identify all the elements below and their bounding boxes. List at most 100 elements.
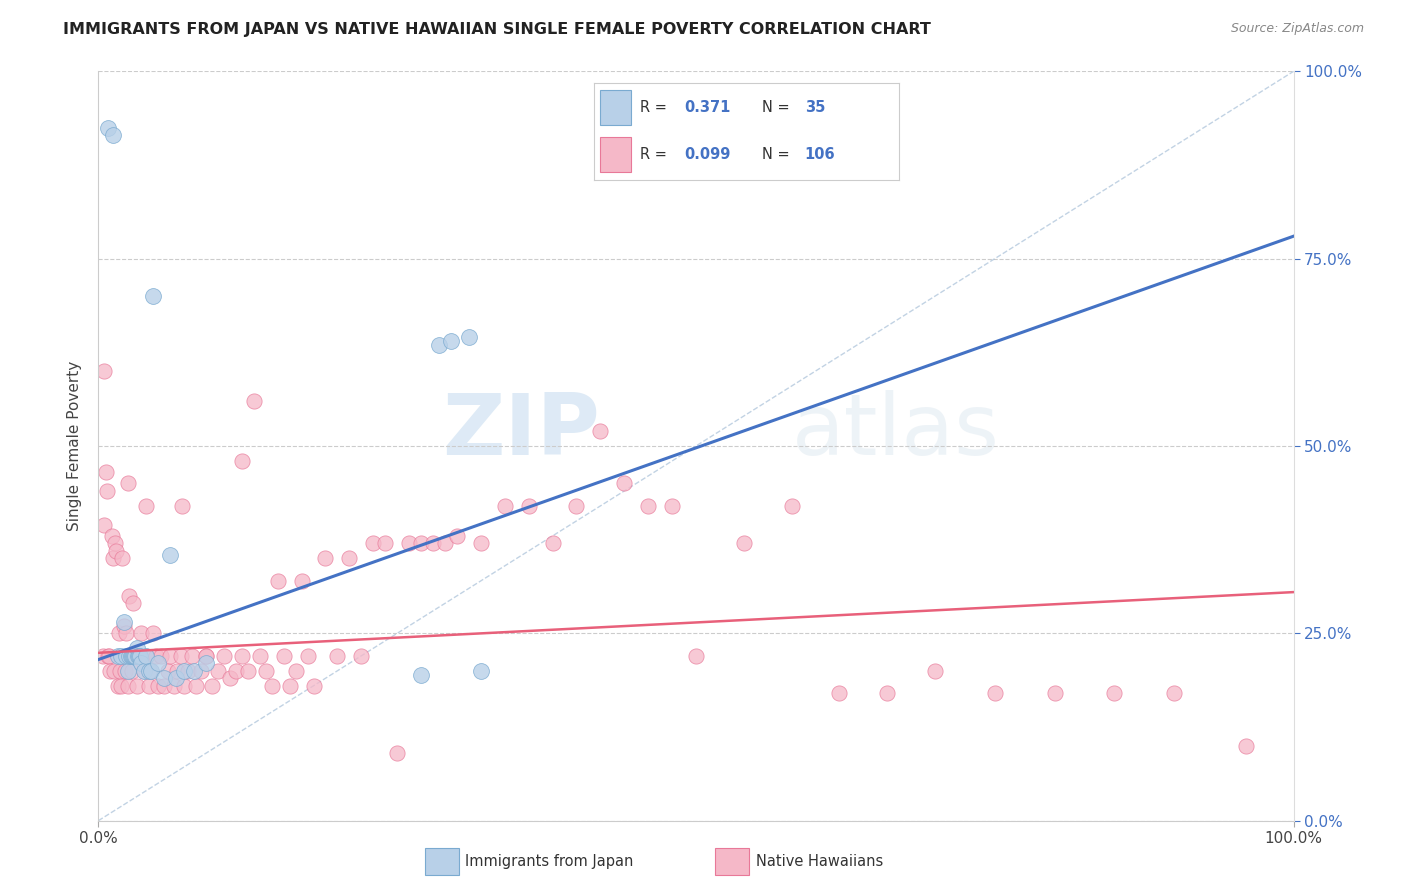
Point <box>1163 686 1185 700</box>
Point <box>145 648 167 663</box>
Point <box>111 551 134 566</box>
FancyBboxPatch shape <box>716 848 749 875</box>
Point <box>984 686 1007 700</box>
Point <box>110 648 132 663</box>
Point <box>107 679 129 693</box>
Point <box>120 648 142 663</box>
Point <box>135 648 157 663</box>
Point <box>121 664 143 678</box>
Point <box>411 667 433 681</box>
Point <box>291 574 314 588</box>
Point <box>103 664 125 678</box>
Point <box>124 648 146 663</box>
Point <box>180 648 202 663</box>
Point <box>212 648 235 663</box>
Point <box>122 596 145 610</box>
Point <box>129 648 152 663</box>
Point <box>231 454 253 468</box>
Point <box>156 664 179 678</box>
Point <box>195 657 218 671</box>
Point <box>132 664 155 678</box>
Point <box>139 664 162 678</box>
Point <box>458 330 481 344</box>
Point <box>876 686 898 700</box>
Point <box>201 679 224 693</box>
Point <box>148 657 170 671</box>
Point <box>165 671 187 685</box>
Point <box>128 648 150 663</box>
Point <box>117 664 139 678</box>
Point <box>446 529 468 543</box>
Point <box>411 536 433 550</box>
Point <box>166 664 188 678</box>
Point <box>101 128 124 142</box>
Point <box>108 664 131 678</box>
Point <box>100 529 122 543</box>
Point <box>183 664 205 678</box>
Point <box>118 648 141 663</box>
Point <box>195 648 218 663</box>
Point <box>924 664 946 678</box>
Point <box>315 551 337 566</box>
Point <box>685 648 707 663</box>
Point <box>440 334 463 348</box>
Point <box>117 476 139 491</box>
Point <box>112 615 135 629</box>
Point <box>254 664 277 678</box>
Point <box>128 648 150 663</box>
Point <box>374 536 396 550</box>
Point <box>173 679 195 693</box>
Y-axis label: Single Female Poverty: Single Female Poverty <box>67 361 83 531</box>
Point <box>470 664 492 678</box>
Point <box>326 648 349 663</box>
Point <box>613 476 636 491</box>
Point <box>93 517 115 532</box>
Point <box>339 551 361 566</box>
Point <box>121 648 143 663</box>
Point <box>236 664 259 678</box>
Point <box>278 679 301 693</box>
Point <box>138 679 160 693</box>
Point <box>1104 686 1126 700</box>
Point <box>115 648 138 663</box>
Point <box>98 648 121 663</box>
Point <box>186 679 208 693</box>
Point <box>131 657 153 671</box>
Point <box>101 551 124 566</box>
Point <box>124 648 146 663</box>
Point <box>118 589 141 603</box>
Point <box>139 664 162 678</box>
Text: Immigrants from Japan: Immigrants from Japan <box>465 854 633 869</box>
Point <box>163 679 186 693</box>
Point <box>107 648 129 663</box>
Point <box>494 499 516 513</box>
Point <box>93 364 115 378</box>
Point <box>422 536 444 550</box>
Text: atlas: atlas <box>792 390 1000 473</box>
Point <box>120 648 142 663</box>
Point <box>170 648 193 663</box>
Point <box>110 679 132 693</box>
Point <box>541 536 564 550</box>
Point <box>225 664 247 678</box>
Point <box>661 499 683 513</box>
Point <box>115 648 138 663</box>
Point <box>267 574 290 588</box>
Point <box>297 648 319 663</box>
Point <box>517 499 540 513</box>
Point <box>434 536 457 550</box>
Point <box>98 664 122 678</box>
Point <box>104 536 127 550</box>
Point <box>350 648 373 663</box>
Point <box>105 544 128 558</box>
Point <box>385 746 409 760</box>
Point <box>828 686 851 700</box>
Point <box>243 394 266 409</box>
Point <box>138 664 160 678</box>
Point <box>142 289 165 303</box>
Point <box>207 664 229 678</box>
Point <box>112 619 135 633</box>
Point <box>637 499 659 513</box>
Point <box>122 648 145 663</box>
Point <box>565 499 588 513</box>
